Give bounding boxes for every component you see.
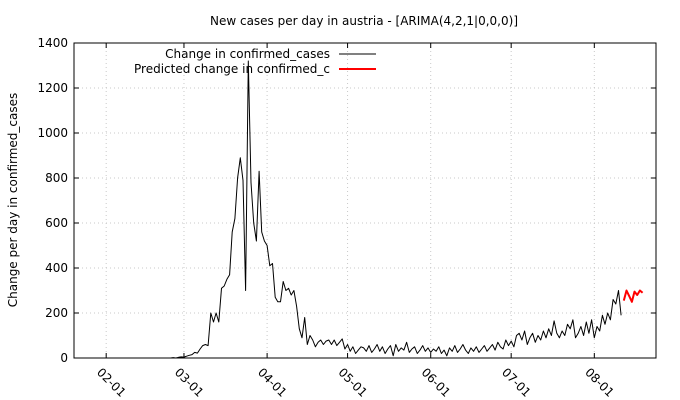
y-tick-label: 1200: [37, 81, 68, 95]
x-tick-label: 03-01: [172, 365, 207, 400]
x-ticks: 02-01 03-01 04-01 05-01 06-01 07-01 08-01: [94, 43, 617, 400]
x-tick-label: 02-01: [94, 365, 129, 400]
y-tick-label: 800: [45, 171, 68, 185]
series-line-confirmed: [170, 60, 622, 359]
x-tick-label: 08-01: [582, 365, 617, 400]
chart-title: New cases per day in austria - [ARIMA(4,…: [210, 14, 518, 28]
y-tick-label: 1400: [37, 36, 68, 50]
x-tick-label: 04-01: [255, 365, 290, 400]
grid: [74, 42, 656, 359]
plot-border: [73, 42, 657, 359]
series-line-predicted: [622, 289, 644, 303]
series-layer: [170, 60, 644, 359]
x-tick-label: 07-01: [499, 365, 534, 400]
legend-label: Change in confirmed_cases: [165, 47, 330, 61]
y-tick-label: 200: [45, 306, 68, 320]
y-tick-label: 600: [45, 216, 68, 230]
x-tick-label: 05-01: [335, 365, 370, 400]
y-tick-label: 1000: [37, 126, 68, 140]
y-tick-label: 0: [60, 351, 68, 365]
legend-label: Predicted change in confirmed_c: [134, 62, 330, 76]
y-ticks: 0 200 400 600 800 1000 1200 1400: [37, 36, 656, 365]
y-axis-label: Change per day in confirmed_cases: [6, 93, 20, 308]
x-tick-label: 06-01: [419, 365, 454, 400]
y-tick-label: 400: [45, 261, 68, 275]
